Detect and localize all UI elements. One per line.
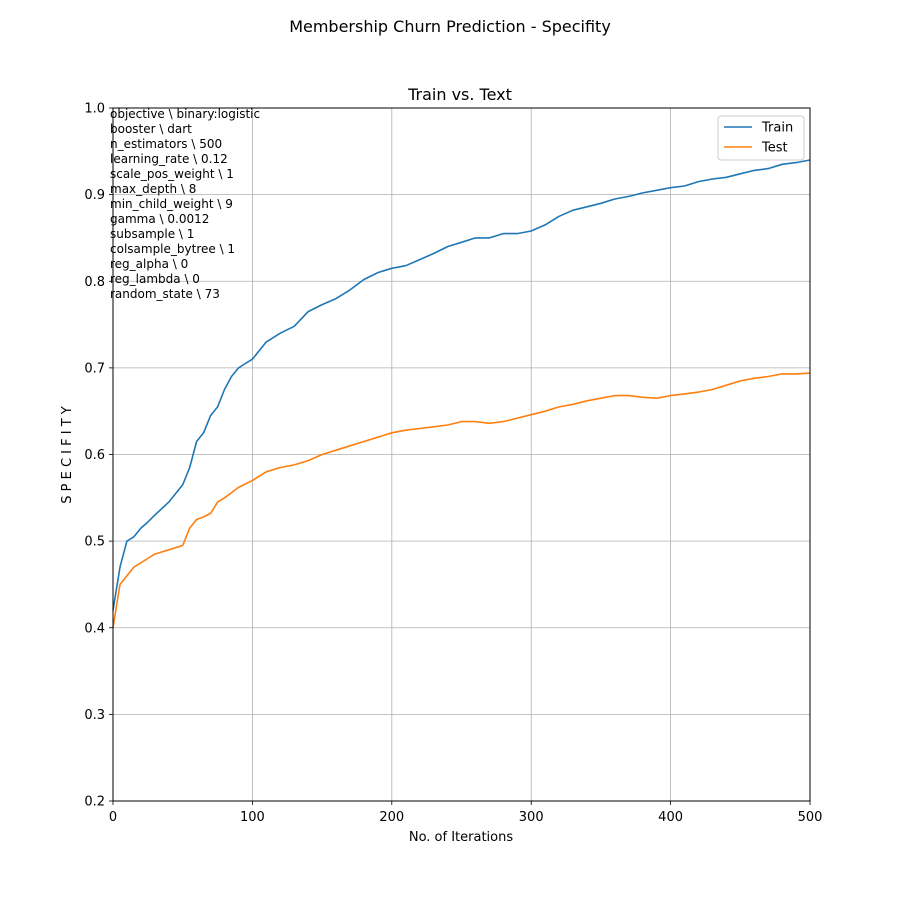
y-tick-label: 0.3 xyxy=(84,708,105,723)
parameter-line: scale_pos_weight \ 1 xyxy=(110,167,234,181)
legend-label-test: Test xyxy=(761,141,788,156)
x-tick-label: 200 xyxy=(379,810,404,825)
y-tick-label: 0.7 xyxy=(84,361,105,376)
parameter-line: max_depth \ 8 xyxy=(110,182,196,196)
parameter-line: booster \ dart xyxy=(110,122,192,136)
x-tick-label: 0 xyxy=(109,810,117,825)
parameter-line: min_child_weight \ 9 xyxy=(110,197,233,211)
x-axis-label: No. of Iterations xyxy=(409,830,514,845)
parameter-line: subsample \ 1 xyxy=(110,227,194,241)
y-axis-label: S P E C I F I T Y xyxy=(60,406,75,504)
tick-layer: 0 100 200 300 400 500 0.2 0.3 0.4 0.5 0.6 0.7 0.8 0.9… xyxy=(84,102,822,826)
x-tick-label: 100 xyxy=(240,810,265,825)
parameter-line: gamma \ 0.0012 xyxy=(110,212,209,226)
y-tick-label: 0.4 xyxy=(84,621,105,636)
parameter-line: learning_rate \ 0.12 xyxy=(110,152,228,166)
y-tick-label: 0.5 xyxy=(84,535,105,550)
y-tick-label: 0.2 xyxy=(84,795,105,810)
y-tick-label: 0.8 xyxy=(84,275,105,290)
parameter-line: colsample_bytree \ 1 xyxy=(110,242,235,256)
legend-label-train: Train xyxy=(761,121,793,136)
series-line-test xyxy=(112,372,811,628)
parameter-line: n_estimators \ 500 xyxy=(110,137,222,151)
figure-suptitle: Membership Churn Prediction - Specifity xyxy=(289,17,611,36)
parameter-line: objective \ binary:logistic xyxy=(110,107,260,121)
legend: Train Test xyxy=(717,115,805,161)
parameter-line: random_state \ 73 xyxy=(110,287,220,301)
series-layer xyxy=(112,159,811,628)
x-tick-label: 300 xyxy=(519,810,544,825)
chart-title: Train vs. Text xyxy=(407,85,512,104)
y-tick-label: 0.6 xyxy=(84,448,105,463)
x-tick-label: 400 xyxy=(658,810,683,825)
series-line-train xyxy=(112,159,811,611)
y-tick-label: 1.0 xyxy=(84,102,105,117)
x-tick-label: 500 xyxy=(798,810,823,825)
y-tick-label: 0.9 xyxy=(84,188,105,203)
parameter-line: reg_alpha \ 0 xyxy=(110,257,188,271)
parameter-line: reg_lambda \ 0 xyxy=(110,272,200,286)
